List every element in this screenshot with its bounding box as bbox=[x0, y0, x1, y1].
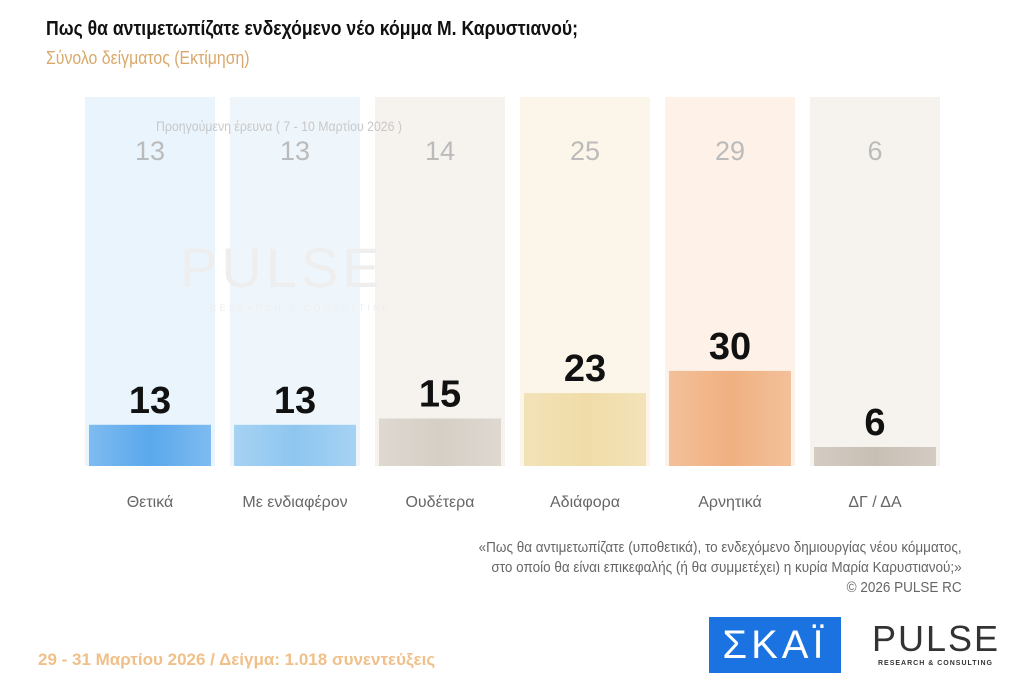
category-label: Αδιάφορα bbox=[550, 494, 620, 511]
bar-value-label: 13 bbox=[129, 380, 171, 422]
previous-survey-label: Προηγούμενη έρευνα ( 7 - 10 Μαρτίου 2026… bbox=[156, 118, 403, 134]
previous-value-label: 13 bbox=[280, 136, 310, 166]
footer-sample-info: 29 - 31 Μαρτίου 2026 / Δείγμα: 1.018 συν… bbox=[38, 650, 436, 669]
category-label: Θετικά bbox=[127, 494, 174, 511]
bar-value-label: 13 bbox=[274, 380, 316, 422]
chart-title: Πως θα αντιμετωπίζατε ενδεχόμενο νέο κόμ… bbox=[46, 18, 578, 40]
bar bbox=[669, 370, 791, 466]
skai-logo: ΣΚΑΪ bbox=[709, 617, 841, 673]
note-line: «Πως θα αντιμετωπίζατε (υποθετικά), το ε… bbox=[478, 539, 962, 556]
pulse-logo: PULSE bbox=[872, 618, 1001, 659]
question-note: «Πως θα αντιμετωπίζατε (υποθετικά), το ε… bbox=[479, 538, 962, 598]
chart-subtitle: Σύνολο δείγματος (Εκτίμηση) bbox=[46, 48, 250, 68]
category-label: Με ενδιαφέρον bbox=[242, 494, 347, 511]
note-line: στο οποίο θα είναι επικεφαλής (ή θα συμμ… bbox=[491, 559, 962, 576]
previous-value-label: 29 bbox=[715, 136, 745, 166]
column-background bbox=[230, 97, 360, 466]
watermark-tagline: RESEARCH & CONSULTING bbox=[210, 303, 393, 313]
bar bbox=[89, 424, 211, 466]
previous-value-label: 14 bbox=[425, 136, 455, 166]
pulse-logo-tagline: RESEARCH & CONSULTING bbox=[878, 660, 993, 667]
bar bbox=[814, 446, 936, 466]
bar-value-label: 6 bbox=[864, 402, 885, 444]
bar-value-label: 15 bbox=[419, 373, 461, 415]
category-label: ΔΓ / ΔΑ bbox=[848, 494, 902, 511]
watermark-logo: PULSE bbox=[180, 236, 384, 299]
copyright: © 2026 PULSE RC bbox=[846, 579, 962, 596]
bar-value-label: 30 bbox=[709, 326, 751, 368]
previous-value-label: 25 bbox=[570, 136, 600, 166]
previous-value-label: 13 bbox=[135, 136, 165, 166]
bar-value-label: 23 bbox=[564, 348, 606, 390]
column-background bbox=[375, 97, 505, 466]
previous-value-label: 6 bbox=[867, 136, 882, 166]
category-label: Αρνητικά bbox=[698, 494, 762, 511]
bar-chart: 13 13 Θετικά 13 13 Με ενδιαφέρον 15 14 Ουδέτερα 2… bbox=[85, 97, 940, 511]
column-background bbox=[810, 97, 940, 466]
bar bbox=[234, 424, 356, 466]
bar bbox=[379, 418, 501, 466]
column-background bbox=[85, 97, 215, 466]
category-label: Ουδέτερα bbox=[405, 494, 474, 511]
bar bbox=[524, 393, 646, 466]
